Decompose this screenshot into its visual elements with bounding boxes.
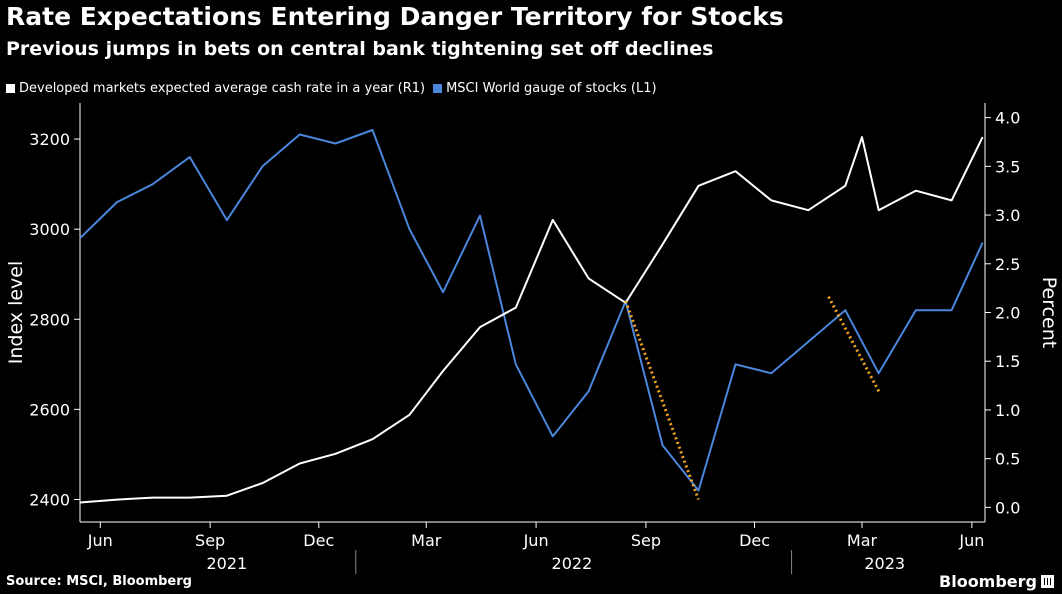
right-tick-label: 0.0 [995,498,1020,517]
legend-swatch-stocks [433,84,443,93]
x-tick-label: Jun [523,531,549,550]
rates-line [79,136,984,504]
decline-trend-line-1 [624,300,700,500]
left-tick-label: 2600 [29,400,70,419]
right-tick-label: 3.0 [995,206,1020,225]
right-tick-label: 4.0 [995,109,1020,128]
x-tick-label: Sep [195,531,225,550]
chart-subtitle: Previous jumps in bets on central bank t… [6,38,714,60]
x-tick-label: Jun [87,531,113,550]
brand-logo: Bloomberg [939,572,1054,591]
year-label: 2021 [206,554,247,573]
left-tick-label: 3200 [29,130,70,149]
x-tick-label: Dec [303,531,334,550]
year-label: 2022 [552,554,593,573]
right-axis-title: Percent [1038,277,1060,349]
left-tick-label: 3000 [29,220,70,239]
decline-trend-line-2 [827,296,881,393]
x-tick-label: Dec [739,531,770,550]
right-tick-label: 0.5 [995,450,1020,469]
legend-label-stocks: MSCI World gauge of stocks (L1) [446,81,657,96]
legend-label-rates: Developed markets expected average cash … [19,81,426,96]
x-tick-label: Mar [411,531,442,550]
x-tick-label: Sep [631,531,661,550]
legend-item-rates: Developed markets expected average cash … [6,81,425,96]
right-tick-label: 3.5 [995,157,1020,176]
year-label: 2023 [864,554,905,573]
right-tick-label: 1.5 [995,352,1020,371]
left-tick-label: 2800 [29,310,70,329]
brand-text: Bloomberg [939,572,1037,591]
x-tick-label: Jun [958,531,984,550]
legend: Developed markets expected average cash … [6,81,665,96]
legend-swatch-rates [6,84,15,93]
legend-item-stocks: MSCI World gauge of stocks (L1) [433,81,657,96]
left-axis-title: Index level [5,261,27,365]
right-tick-label: 2.5 [995,255,1020,274]
right-tick-label: 2.0 [995,304,1020,323]
stocks-line [79,129,984,492]
terminal-icon [1041,575,1054,588]
chart-title: Rate Expectations Entering Danger Territ… [6,2,784,31]
right-tick-label: 1.0 [995,401,1020,420]
left-tick-label: 2400 [29,490,70,509]
x-tick-label: Mar [847,531,878,550]
source-note: Source: MSCI, Bloomberg [6,574,192,589]
